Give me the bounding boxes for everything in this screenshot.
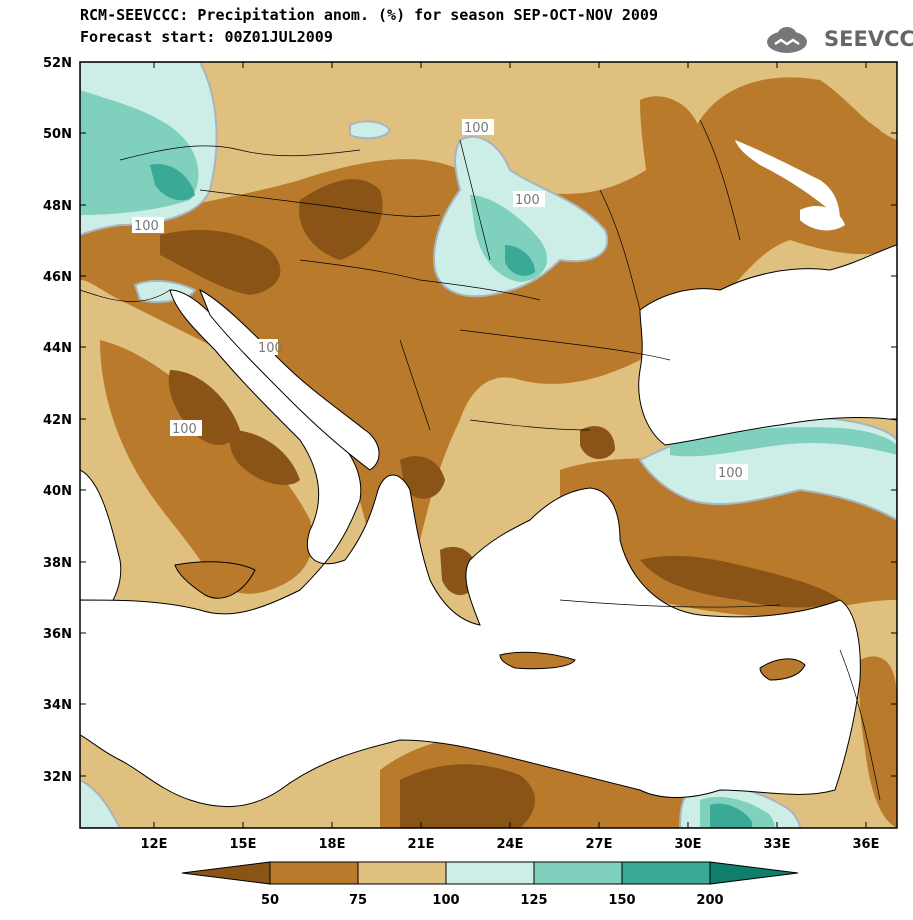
lat-label: 40N <box>43 484 72 499</box>
anomaly-region-below-50 <box>160 230 281 295</box>
lat-label: 32N <box>43 770 72 785</box>
anomaly-region-150-200 <box>710 803 752 828</box>
colorbar-segment <box>533 861 623 885</box>
lon-label: 18E <box>319 837 346 852</box>
anomaly-region-100-125 <box>349 120 392 140</box>
lat-label: 38N <box>43 556 72 571</box>
colorbar-label: 125 <box>520 893 547 908</box>
axis-ticks <box>80 61 897 828</box>
colorbar-labels: 50 75 100 125 150 200 <box>261 893 724 908</box>
colorbar-label: 75 <box>349 893 367 908</box>
country-borders <box>80 119 881 801</box>
colorbar <box>181 861 799 885</box>
anomaly-region-below-50 <box>229 430 300 485</box>
anomaly-region-150-200 <box>505 245 535 276</box>
map-frame <box>79 61 898 829</box>
lat-label: 42N <box>43 413 72 428</box>
lon-label: 24E <box>497 837 524 852</box>
contour-label: 100 <box>258 341 283 356</box>
lon-label: 27E <box>586 837 613 852</box>
lon-label: 36E <box>853 837 880 852</box>
lon-label: 15E <box>230 837 257 852</box>
contour-label: 100 <box>515 193 540 208</box>
lon-label: 33E <box>764 837 791 852</box>
lon-label: 21E <box>408 837 435 852</box>
seevccc-logo <box>767 27 807 53</box>
anomaly-region-50-75 <box>859 656 897 828</box>
anomaly-region-100-125 <box>433 135 609 298</box>
colorbar-segment <box>621 861 711 885</box>
lon-label: 30E <box>675 837 702 852</box>
logo-text: SEEVCCC <box>824 27 913 51</box>
contour-label: 100 <box>172 422 197 437</box>
chart-title: RCM-SEEVCCC: Precipitation anom. (%) for… <box>80 6 658 24</box>
anomaly-region-below-50 <box>400 456 445 499</box>
anomaly-region-50-75 <box>80 77 897 556</box>
anomaly-region-50-75 <box>560 458 897 617</box>
colorbar-segment <box>445 861 535 885</box>
lat-label: 36N <box>43 627 72 642</box>
colorbar-segment <box>709 861 799 885</box>
map-field: 100 100 100 100 100 100 <box>80 62 897 828</box>
longitude-labels: 12E 15E 18E 21E 24E 27E 30E 33E 36E <box>141 837 880 852</box>
colorbar-segment <box>181 861 271 885</box>
anomaly-region-below-50 <box>580 426 615 460</box>
anomaly-region-150-200 <box>150 164 195 201</box>
lat-label: 34N <box>43 698 72 713</box>
lake <box>735 140 840 220</box>
anomaly-region-50-75 <box>640 96 700 243</box>
lon-label: 12E <box>141 837 168 852</box>
colorbar-segment <box>269 861 359 885</box>
colorbar-label: 100 <box>432 893 459 908</box>
lat-label: 46N <box>43 270 72 285</box>
lat-label: 50N <box>43 127 72 142</box>
anomaly-region-below-50 <box>400 764 535 828</box>
anomaly-region-below-50 <box>168 370 240 445</box>
colorbar-segment <box>357 861 447 885</box>
contour-label: 100 <box>464 121 489 136</box>
anomaly-region-125-150 <box>670 427 897 457</box>
island-crete <box>499 651 576 670</box>
island-cyprus <box>759 658 806 681</box>
island-sicily <box>174 561 256 599</box>
lat-label: 44N <box>43 341 72 356</box>
lat-label: 48N <box>43 199 72 214</box>
colorbar-label: 50 <box>261 893 279 908</box>
colorbar-label: 150 <box>608 893 635 908</box>
anomaly-region-50-75 <box>750 87 888 220</box>
chart-subtitle: Forecast start: 00Z01JUL2009 <box>80 28 333 46</box>
sea-black <box>638 244 897 446</box>
colorbar-label: 200 <box>696 893 723 908</box>
cloud-icon <box>767 27 807 53</box>
anomaly-region-below-50 <box>640 555 840 608</box>
contour-label: 100 <box>718 466 743 481</box>
contour-label: 100 <box>134 219 159 234</box>
anomaly-region-50-75 <box>100 340 313 594</box>
lat-label: 52N <box>43 56 72 71</box>
anomaly-region-below-50 <box>299 179 383 260</box>
latitude-labels: 52N 50N 48N 46N 44N 42N 40N 38N 36N 34N … <box>43 56 72 785</box>
